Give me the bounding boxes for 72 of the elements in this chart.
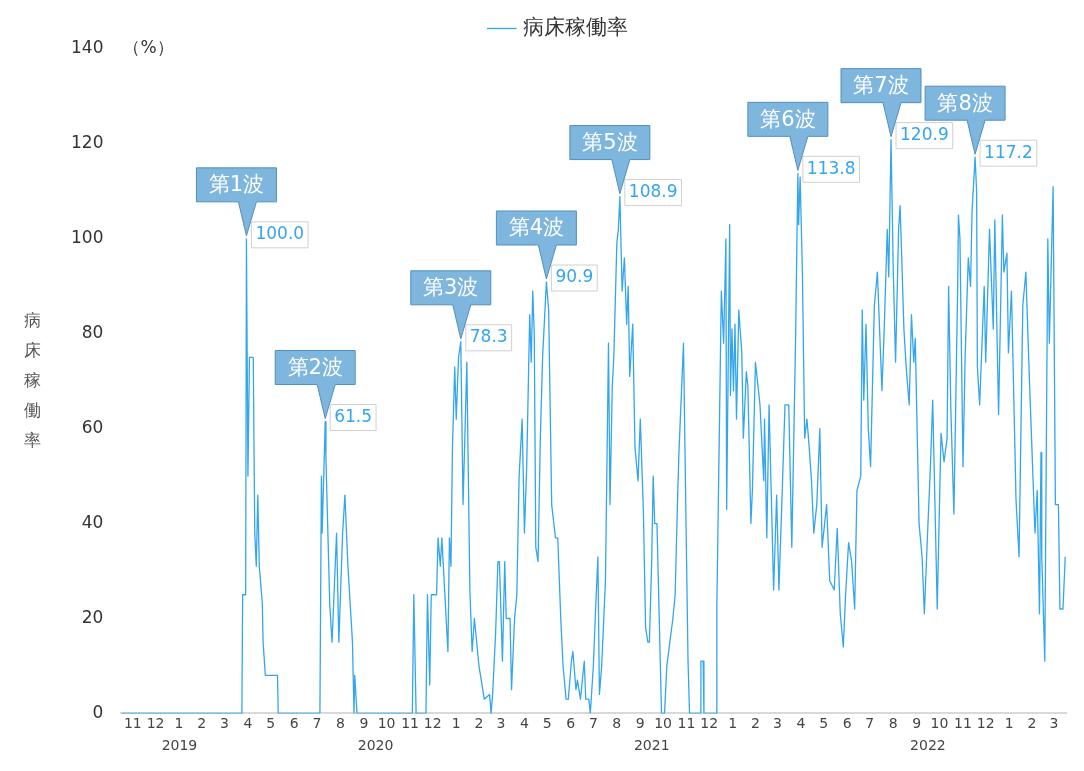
- x-tick-label: 10: [930, 715, 949, 732]
- data-label: 120.9: [900, 124, 949, 145]
- x-tick-label: 2: [1027, 715, 1037, 732]
- x-tick-label: 5: [266, 715, 276, 732]
- x-tick-label: 11: [123, 715, 142, 732]
- x-tick-label: 6: [566, 715, 576, 732]
- x-tick-label: 11: [677, 715, 696, 732]
- x-tick-label: 8: [612, 715, 622, 732]
- x-tick-label: 1: [174, 715, 184, 732]
- data-label: 90.9: [555, 266, 594, 287]
- x-tick-label: 3: [1049, 715, 1059, 732]
- annotation: （%）: [123, 37, 174, 58]
- x-tick-label: 7: [312, 715, 322, 732]
- x2-tick-label: 2019: [161, 737, 198, 754]
- x-tick-label: 4: [243, 715, 253, 732]
- x-tick-label: 11: [954, 715, 972, 732]
- data-label: 61.5: [334, 405, 373, 426]
- x-tick-label: 12: [146, 715, 165, 732]
- annotation: 第6波: [760, 106, 816, 131]
- y-tick-label: 80: [81, 322, 104, 343]
- x-tick-label: 10: [377, 715, 396, 732]
- x-tick-label: 10: [654, 715, 672, 732]
- x2-tick-label: 2022: [910, 737, 946, 754]
- y-tick-label: 40: [81, 511, 104, 532]
- annotation: 第5波: [582, 130, 638, 155]
- data-label: 100.0: [255, 223, 305, 244]
- x-tick-label: 3: [772, 715, 782, 732]
- x-tick-label: 1: [451, 715, 461, 732]
- x-tick-label: 2: [474, 715, 484, 732]
- y-tick-label: 20: [81, 606, 104, 627]
- x-tick-label: 5: [819, 715, 829, 732]
- x-tick-label: 12: [976, 715, 995, 732]
- annotation: 第8波: [937, 90, 993, 115]
- data-label: 108.9: [628, 181, 678, 202]
- x-tick-label: 6: [842, 715, 852, 732]
- x-tick-label: 2: [197, 715, 207, 732]
- x-tick-label: 1: [1004, 715, 1014, 732]
- x-tick-label: 5: [542, 715, 552, 732]
- y-tick-label: 0: [92, 701, 104, 722]
- x-tick-label: 4: [796, 715, 806, 732]
- x-tick-label: 11: [401, 715, 419, 732]
- y-tick-label: 140: [70, 37, 104, 58]
- annotation: 第7波: [853, 73, 909, 98]
- data-label: 78.3: [469, 326, 508, 347]
- x-tick-label: 1: [728, 715, 738, 732]
- y-tick-label: 100: [70, 227, 104, 248]
- y-tick-label: 60: [81, 417, 104, 438]
- x-tick-label: 8: [888, 715, 898, 732]
- x-tick-label: 2: [750, 715, 760, 732]
- x-tick-label: 3: [220, 715, 229, 732]
- annotation: 第4波: [508, 215, 565, 240]
- x-tick-label: 12: [700, 715, 719, 732]
- annotation: 第2波: [287, 354, 343, 379]
- x-tick-label: 8: [335, 715, 345, 732]
- x-tick-label: 7: [865, 715, 875, 732]
- x-tick-label: 3: [496, 715, 506, 732]
- x-tick-label: 9: [359, 715, 369, 732]
- annotation: 第3波: [423, 275, 479, 300]
- legend-label: 病床稼働率: [522, 14, 628, 39]
- y-axis-title: 病床稼働率: [23, 309, 41, 450]
- data-label: 113.8: [806, 157, 856, 178]
- x2-tick-label: 2020: [357, 737, 394, 754]
- x-tick-label: 9: [635, 715, 645, 732]
- x2-tick-label: 2021: [633, 737, 670, 754]
- annotation: 第1波: [208, 172, 265, 197]
- x-tick-label: 7: [588, 715, 598, 732]
- x-tick-label: 9: [912, 715, 922, 732]
- x-tick-label: 12: [423, 715, 442, 732]
- x-tick-label: 6: [289, 715, 299, 732]
- y-tick-label: 120: [70, 132, 104, 153]
- data-label: 117.2: [984, 141, 1033, 162]
- x-tick-label: 4: [519, 715, 529, 732]
